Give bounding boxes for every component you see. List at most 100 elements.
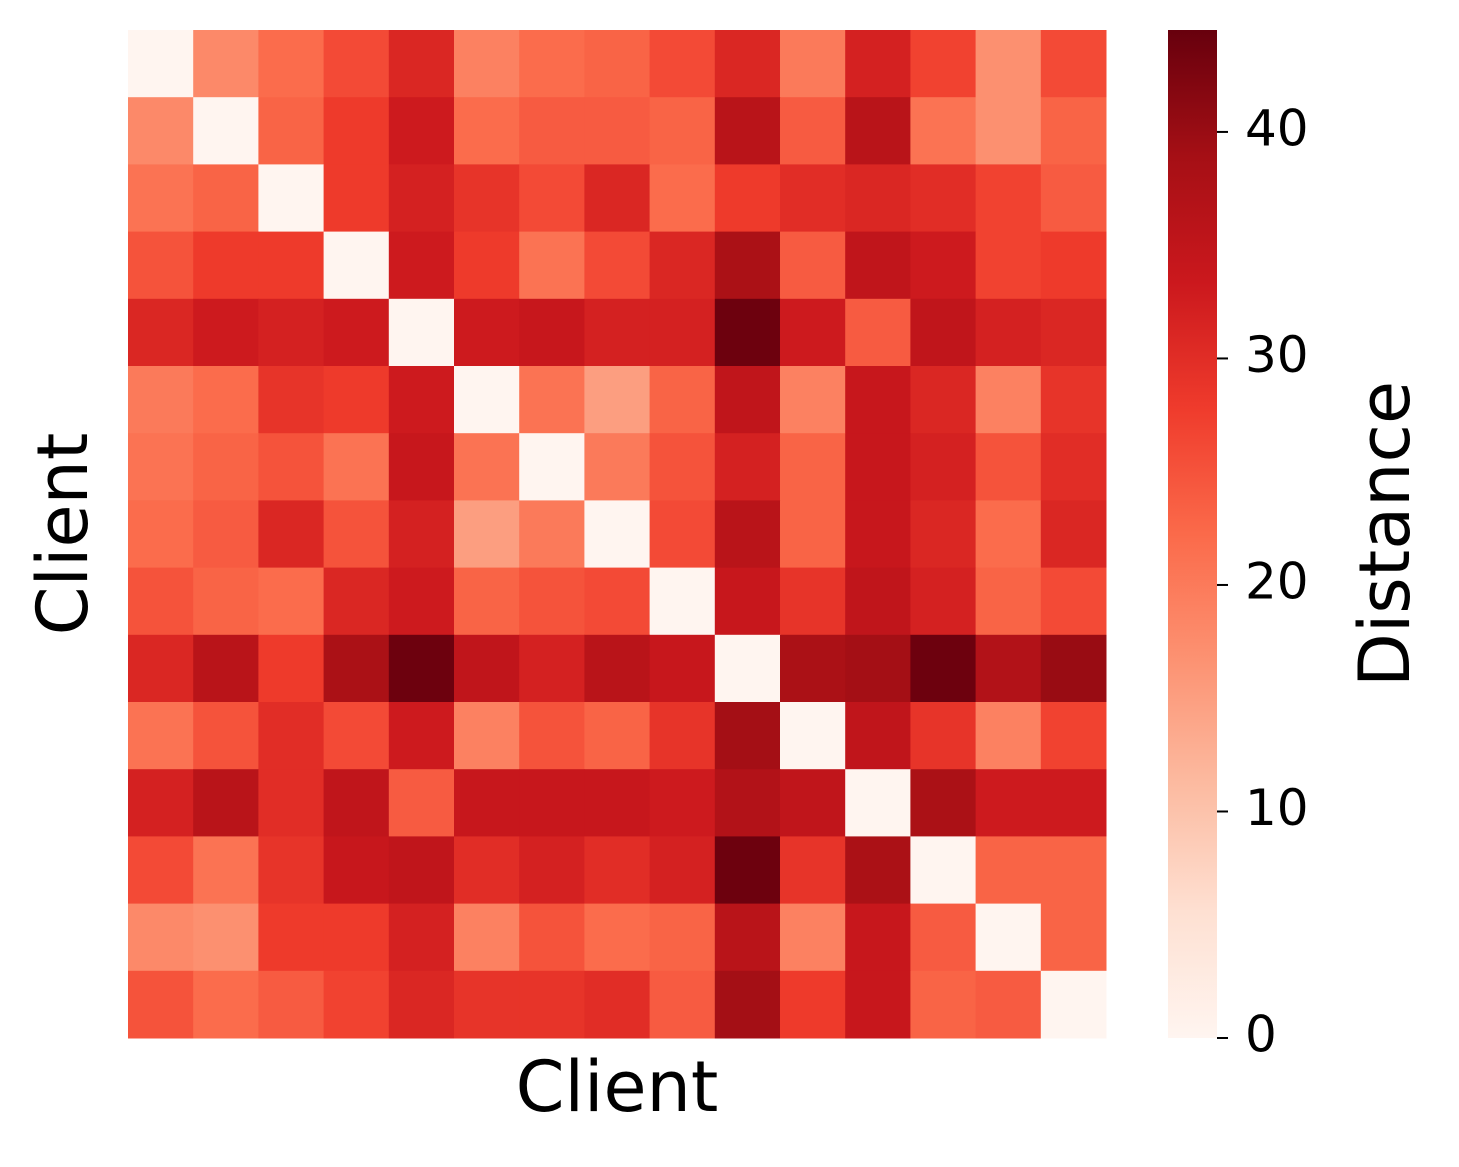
heatmap-cell bbox=[714, 298, 781, 367]
heatmap-cell bbox=[780, 970, 846, 1039]
heatmap-cell bbox=[845, 298, 911, 367]
heatmap-cell bbox=[1040, 30, 1107, 98]
colorbar-tick-label: 40 bbox=[1245, 99, 1309, 157]
colorbar bbox=[1168, 30, 1217, 1038]
heatmap-cell bbox=[193, 970, 259, 1039]
heatmap-cell bbox=[780, 634, 846, 703]
heatmap-cell bbox=[649, 903, 716, 972]
heatmap-cell bbox=[910, 164, 977, 233]
heatmap-cell bbox=[1040, 500, 1107, 569]
heatmap-cell bbox=[128, 836, 194, 905]
heatmap-cell bbox=[649, 702, 716, 770]
colorbar-tick-label: 20 bbox=[1245, 552, 1309, 610]
heatmap-cell bbox=[975, 702, 1042, 770]
heatmap-cell bbox=[388, 231, 455, 300]
heatmap-cell bbox=[258, 366, 325, 434]
heatmap-cell bbox=[845, 567, 911, 636]
heatmap-cell bbox=[780, 769, 846, 837]
heatmap-cell bbox=[258, 231, 325, 300]
heatmap-cell bbox=[128, 231, 194, 300]
heatmap-cell bbox=[1040, 433, 1107, 501]
heatmap-cell bbox=[258, 433, 325, 501]
heatmap-cell bbox=[519, 634, 585, 703]
heatmap-cell bbox=[584, 500, 651, 569]
heatmap-cell bbox=[519, 903, 585, 972]
heatmap-cell bbox=[193, 702, 259, 770]
heatmap-cell bbox=[258, 500, 325, 569]
heatmap-cell bbox=[975, 634, 1042, 703]
heatmap-cell bbox=[193, 634, 259, 703]
heatmap-cell bbox=[714, 903, 781, 972]
heatmap-cell bbox=[519, 164, 585, 233]
heatmap-cell bbox=[454, 433, 520, 501]
heatmap-cell bbox=[454, 970, 520, 1039]
heatmap-cell bbox=[975, 970, 1042, 1039]
heatmap-cell bbox=[128, 769, 194, 837]
heatmap-cell bbox=[388, 30, 455, 98]
heatmap-cell bbox=[128, 970, 194, 1039]
heatmap-cell bbox=[519, 769, 585, 837]
x-axis-label: Client bbox=[516, 1046, 719, 1128]
heatmap-cell bbox=[519, 97, 585, 165]
heatmap-cell bbox=[780, 500, 846, 569]
heatmap-cell bbox=[1040, 567, 1107, 636]
heatmap-cell bbox=[258, 769, 325, 837]
heatmap-cell bbox=[714, 634, 781, 703]
heatmap-cell bbox=[910, 567, 977, 636]
heatmap-cell bbox=[649, 970, 716, 1039]
colorbar-tick-label: 10 bbox=[1245, 779, 1309, 837]
heatmap-cell bbox=[975, 903, 1042, 972]
colorbar-tick-label: 0 bbox=[1245, 1006, 1277, 1064]
heatmap-cell bbox=[780, 231, 846, 300]
heatmap-cell bbox=[780, 30, 846, 98]
heatmap-cell bbox=[128, 702, 194, 770]
heatmap-cell bbox=[388, 366, 455, 434]
heatmap-cell bbox=[649, 567, 716, 636]
heatmap-cell bbox=[454, 366, 520, 434]
heatmap-cell bbox=[649, 769, 716, 837]
y-axis-label: Client bbox=[22, 433, 104, 636]
heatmap-cell bbox=[128, 634, 194, 703]
heatmap-cell bbox=[975, 298, 1042, 367]
heatmap-cell bbox=[975, 164, 1042, 233]
heatmap-cell bbox=[845, 366, 911, 434]
heatmap-cell bbox=[128, 366, 194, 434]
heatmap-cell bbox=[193, 500, 259, 569]
heatmap-cell bbox=[1040, 970, 1107, 1039]
heatmap-cell bbox=[193, 97, 259, 165]
heatmap-cell bbox=[1040, 366, 1107, 434]
heatmap-cell bbox=[128, 903, 194, 972]
heatmap-cell bbox=[975, 30, 1042, 98]
heatmap-cell bbox=[388, 903, 455, 972]
heatmap-cell bbox=[910, 298, 977, 367]
heatmap-cell bbox=[975, 231, 1042, 300]
heatmap-cell bbox=[910, 433, 977, 501]
heatmap-cell bbox=[128, 500, 194, 569]
heatmap-cell bbox=[910, 769, 977, 837]
heatmap-cell bbox=[128, 164, 194, 233]
heatmap-cell bbox=[714, 164, 781, 233]
heatmap-cell bbox=[193, 164, 259, 233]
heatmap-cell bbox=[649, 298, 716, 367]
heatmap-cell bbox=[910, 634, 977, 703]
heatmap-cell bbox=[454, 903, 520, 972]
heatmap-cell bbox=[1040, 836, 1107, 905]
heatmap-cell bbox=[258, 634, 325, 703]
heatmap-cell bbox=[454, 97, 520, 165]
heatmap-cell bbox=[193, 30, 259, 98]
heatmap-cell bbox=[910, 500, 977, 569]
heatmap-cell bbox=[780, 836, 846, 905]
heatmap-cell bbox=[454, 769, 520, 837]
heatmap-cell bbox=[649, 30, 716, 98]
heatmap-cell bbox=[649, 433, 716, 501]
heatmap-cell bbox=[519, 500, 585, 569]
heatmap-cell bbox=[584, 366, 651, 434]
heatmap-cell bbox=[519, 970, 585, 1039]
heatmap-cell bbox=[128, 97, 194, 165]
heatmap-cell bbox=[258, 903, 325, 972]
heatmap-cell bbox=[975, 769, 1042, 837]
heatmap-cell bbox=[845, 769, 911, 837]
heatmap-cell bbox=[519, 231, 585, 300]
heatmap-cell bbox=[193, 298, 259, 367]
